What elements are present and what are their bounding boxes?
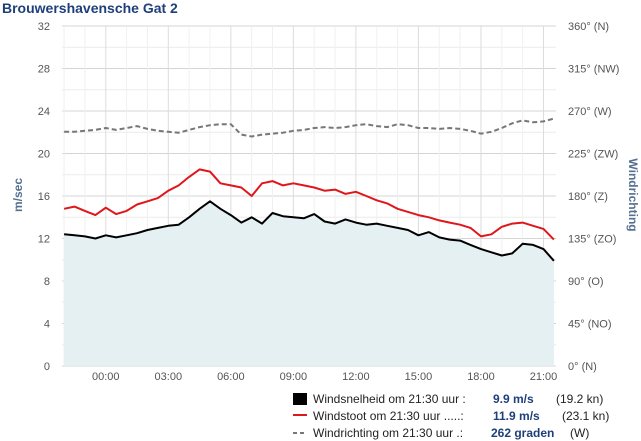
- legend-extra-windsnelheid: (19.2 kn): [556, 392, 603, 406]
- y2-axis-title: Windrichting: [626, 158, 640, 231]
- y2-tick-label: 90° (O): [568, 276, 604, 288]
- legend-extra-windrichting: (W): [570, 426, 589, 440]
- x-tick-label: 09:00: [280, 371, 308, 383]
- legend-label-windstoot: Windstoot om 21:30 uur .....:: [313, 409, 464, 423]
- series-line-windstoot: [63, 168, 555, 241]
- y-tick-label: 28: [38, 64, 50, 76]
- chart-title: Brouwershavensche Gat 2: [2, 0, 178, 16]
- y-tick-label: 0: [44, 361, 50, 373]
- series-line-windsnelheid: [64, 200, 555, 262]
- legend-value-windstoot: 11.9 m/s: [493, 409, 540, 423]
- legend-label-windrichting: Windrichting om 21:30 uur .:: [313, 426, 463, 440]
- x-tick-label: 06:00: [217, 371, 245, 383]
- x-tick-label: 15:00: [405, 371, 433, 383]
- wind-speed-area: [64, 201, 554, 366]
- y-axis-title: m/sec: [11, 178, 25, 212]
- x-tick-label: 18:00: [467, 371, 495, 383]
- y2-tick-label: 45° (NO): [568, 319, 612, 331]
- windsnelheid-area: [64, 201, 554, 366]
- legend: Windsnelheid om 21:30 uur : 9.9 m/s (19.…: [293, 392, 609, 440]
- legend-value-windsnelheid: 9.9 m/s: [493, 392, 534, 406]
- y-tick-label: 20: [38, 149, 50, 161]
- y-tick-label: 4: [44, 319, 50, 331]
- legend-swatch-windsnelheid: [293, 393, 307, 405]
- legend-label-windsnelheid: Windsnelheid om 21:30 uur :: [313, 392, 466, 406]
- y-tick-label: 12: [38, 234, 50, 246]
- legend-value-windrichting: 262 graden: [491, 426, 554, 440]
- x-tick-label: 03:00: [155, 371, 183, 383]
- legend-extra-windstoot: (23.1 kn): [562, 409, 609, 423]
- y2-tick-label: 225° (ZW): [568, 149, 618, 161]
- series-lines: [63, 117, 555, 262]
- x-tick-label: 21:00: [530, 371, 558, 383]
- y2-tick-label: 360° (N): [568, 21, 609, 33]
- series-line-windrichting: [64, 117, 555, 138]
- y-tick-label: 32: [38, 21, 50, 33]
- y-tick-label: 8: [44, 276, 50, 288]
- axis-ticks: 0 4 8 12 16 20 24 28 32 0° (N) 45° (NO) 90° (O) 135°…: [38, 21, 620, 383]
- x-tick-label: 00:00: [92, 371, 120, 383]
- y-tick-label: 24: [38, 106, 50, 118]
- y2-tick-label: 180° (Z): [568, 191, 608, 203]
- y2-tick-label: 135° (ZO): [568, 234, 616, 246]
- y2-tick-label: 315° (NW): [568, 64, 619, 76]
- x-tick-label: 12:00: [342, 371, 370, 383]
- y-tick-label: 16: [38, 191, 50, 203]
- y2-tick-label: 270° (W): [568, 106, 612, 118]
- y2-tick-label: 0° (N): [568, 361, 597, 373]
